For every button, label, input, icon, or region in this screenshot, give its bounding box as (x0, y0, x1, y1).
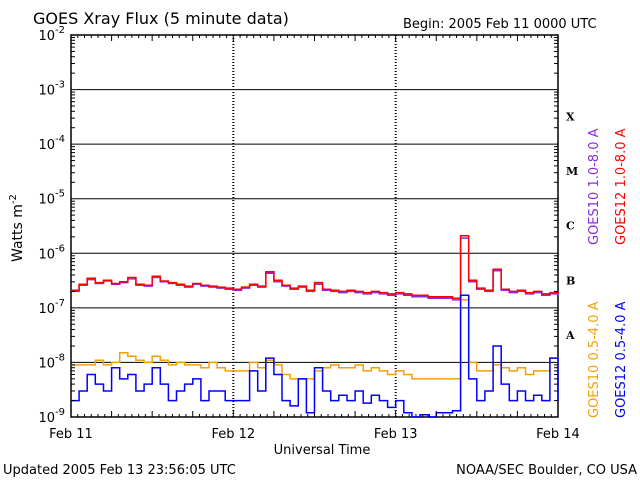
series-layer (71, 234, 559, 418)
flare-class-label: A (565, 329, 575, 342)
flare-class-label: C (566, 220, 575, 233)
x-tick-label: Feb 11 (49, 427, 93, 442)
flare-class-label: M (566, 165, 578, 178)
y-tick-exponent: -8 (55, 352, 65, 363)
y-tick-label: 10-7 (38, 298, 65, 317)
y-tick-label: 10-6 (38, 243, 65, 262)
begin-label: Begin: 2005 Feb 11 0000 UTC (403, 17, 597, 32)
y-tick-base: 10 (38, 411, 55, 426)
y-tick-base: 10 (38, 302, 55, 317)
y-tick-exponent: -9 (55, 407, 65, 418)
y-tick-base: 10 (38, 84, 55, 99)
y-tick-base: 10 (38, 247, 55, 262)
legend-label: GOES12 1.0-8.0 A (614, 128, 629, 245)
y-tick-base: 10 (38, 193, 55, 208)
series-line (71, 234, 559, 299)
y-axis-label: Watts m-2 (8, 194, 26, 262)
y-tick-label: 10-4 (38, 134, 65, 153)
legend-label: GOES10 1.0-8.0 A (587, 128, 602, 245)
flare-class-label: B (566, 274, 575, 287)
x-axis-label: Universal Time (274, 443, 371, 458)
legend: GOES10 1.0-8.0 A GOES12 1.0-8.0 A GOES10 0… (587, 128, 629, 418)
flare-class-labels: X M C B A (565, 111, 578, 342)
x-tick-label: Feb 13 (374, 427, 418, 442)
y-tick-exponent: -4 (55, 134, 65, 145)
y-tick-base: 10 (38, 138, 55, 153)
y-tick-exponent: -7 (55, 298, 65, 309)
y-tick-label: 10-8 (38, 352, 65, 371)
y-tick-base: 10 (38, 29, 55, 44)
y-tick-exponent: -3 (55, 80, 65, 91)
y-tick-label: 10-5 (38, 189, 65, 208)
grid-lines (71, 35, 558, 417)
updated-timestamp: Updated 2005 Feb 13 23:56:05 UTC (3, 463, 236, 478)
y-tick-base: 10 (38, 356, 55, 371)
series-line (71, 294, 559, 418)
chart-title: GOES Xray Flux (5 minute data) (33, 9, 289, 28)
source-credit: NOAA/SEC Boulder, CO USA (456, 463, 637, 478)
y-axis-label-main: Watts m (10, 204, 26, 262)
y-tick-label: 10-2 (38, 25, 65, 44)
y-tick-label: 10-9 (38, 407, 65, 426)
x-tick-label: Feb 12 (211, 427, 255, 442)
y-tick-exponent: -5 (55, 189, 65, 200)
y-tick-exponent: -6 (55, 243, 65, 254)
y-axis: 10-210-310-410-510-610-710-810-9 (38, 25, 558, 426)
x-axis: Feb 11 Feb 12 Feb 13 Feb 14 (49, 35, 580, 442)
y-axis-label-group: Watts m-2 (8, 194, 26, 262)
legend-label: GOES12 0.5-4.0 A (614, 301, 629, 418)
x-tick-label: Feb 14 (536, 427, 580, 442)
y-tick-label: 10-3 (38, 80, 65, 99)
legend-label: GOES10 0.5-4.0 A (587, 301, 602, 418)
y-tick-exponent: -2 (55, 25, 65, 36)
y-axis-label-exponent: -2 (8, 194, 19, 204)
flare-class-label: X (566, 111, 575, 124)
